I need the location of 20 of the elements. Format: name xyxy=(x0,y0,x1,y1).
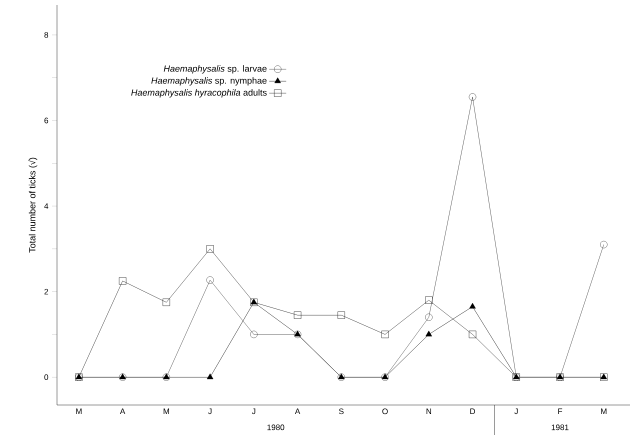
point xyxy=(206,245,214,253)
point xyxy=(206,276,214,284)
point xyxy=(118,277,126,285)
point xyxy=(294,311,302,319)
point xyxy=(468,93,476,101)
point xyxy=(600,240,608,248)
point xyxy=(425,314,432,321)
point xyxy=(338,311,346,319)
point xyxy=(425,296,432,304)
legend-label: Haemaphysalis sp. nymphae xyxy=(151,77,267,86)
point xyxy=(469,302,476,309)
y-axis-title: Total number of ticks (√) xyxy=(28,158,38,253)
legend-label: Haemaphysalis hyracophila adults xyxy=(131,89,267,98)
legend-label: Haemaphysalis sp. larvae xyxy=(164,65,267,74)
point xyxy=(381,330,389,338)
point xyxy=(250,330,258,338)
point xyxy=(162,298,170,306)
point xyxy=(206,373,214,380)
point xyxy=(468,330,476,338)
point xyxy=(426,330,432,336)
